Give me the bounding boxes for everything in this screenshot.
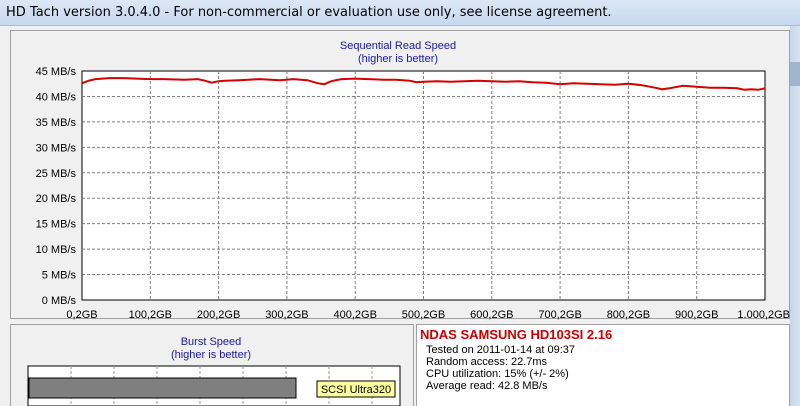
window-title: HD Tach version 3.0.4.0 - For non-commer… <box>6 5 612 20</box>
cpu-utilization: CPU utilization: 15% (+/- 2%) <box>426 368 569 380</box>
tested-date: Tested on 2011-01-14 at 09:37 <box>426 344 576 356</box>
drive-info-panel: NDAS SAMSUNG HD103SI 2.16 Tested on 2011… <box>416 324 790 406</box>
window-right-edge <box>790 26 800 406</box>
drive-name: NDAS SAMSUNG HD103SI 2.16 <box>420 327 613 342</box>
window-side-handle[interactable] <box>790 62 800 86</box>
sequential-read-panel <box>10 30 790 319</box>
average-read: Average read: 42.8 MB/s <box>426 380 548 392</box>
random-access: Random access: 22.7ms <box>426 356 548 368</box>
window-titlebar[interactable]: HD Tach version 3.0.4.0 - For non-commer… <box>0 0 800 26</box>
burst-speed-panel <box>10 324 414 406</box>
